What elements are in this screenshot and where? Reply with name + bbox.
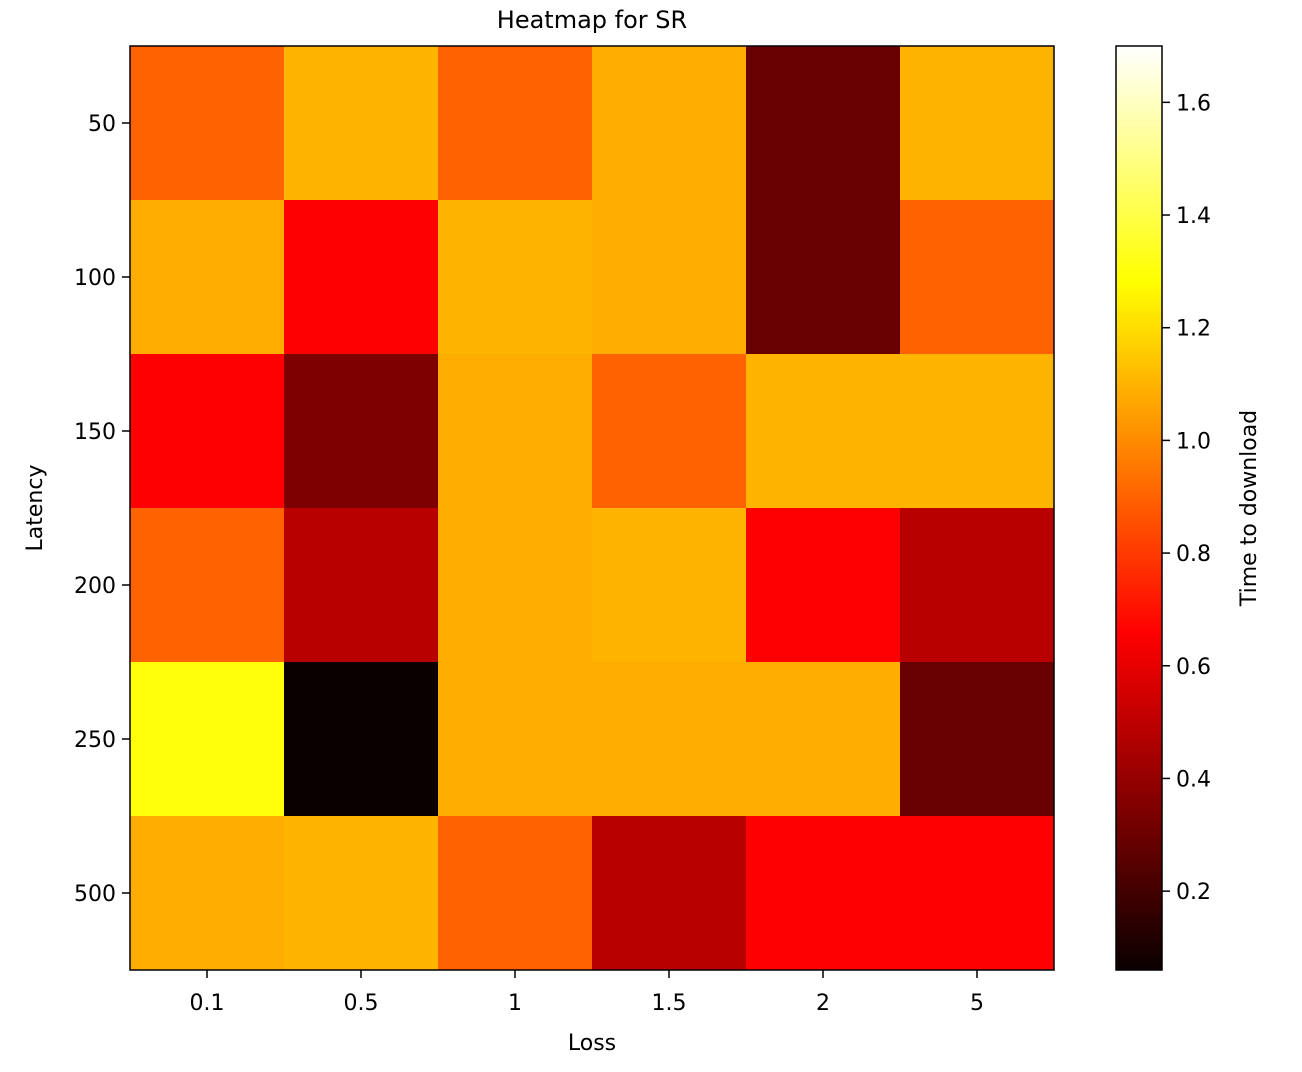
heatmap-cell (746, 816, 901, 971)
heatmap-cell (130, 200, 285, 355)
heatmap-cell (438, 816, 593, 971)
heatmap-cell (592, 200, 747, 355)
heatmap-cell (592, 662, 747, 817)
y-tick-label: 250 (74, 728, 116, 753)
heatmap-cell (284, 200, 439, 355)
colorbar-ticks: 0.2 0.4 0.6 0.8 1.0 1.2 1.4 1.6 (1162, 91, 1211, 905)
heatmap-cell (284, 816, 439, 971)
heatmap-cell (438, 508, 593, 663)
heatmap-cell (438, 662, 593, 817)
heatmap-cell (746, 354, 901, 509)
x-tick-label: 1.5 (652, 991, 687, 1016)
y-tick-label: 100 (74, 266, 116, 291)
x-tick-label: 5 (970, 991, 984, 1016)
heatmap-cell (438, 46, 593, 201)
heatmap-cell (130, 508, 285, 663)
y-tick-label: 50 (88, 112, 116, 137)
colorbar-tick-label: 1.6 (1176, 91, 1211, 116)
colorbar-tick-label: 0.8 (1176, 542, 1211, 567)
heatmap-cell (592, 354, 747, 509)
y-tick-label: 150 (74, 420, 116, 445)
heatmap-cell (900, 354, 1055, 509)
y-tick-label: 500 (74, 882, 116, 907)
x-tick-label: 1 (508, 991, 522, 1016)
heatmap-cells (130, 46, 1055, 971)
colorbar-tick-label: 0.6 (1176, 655, 1211, 680)
colorbar-tick-label: 0.2 (1176, 880, 1211, 905)
heatmap-cell (284, 508, 439, 663)
heatmap-cell (746, 200, 901, 355)
heatmap-cell (900, 200, 1055, 355)
heatmap-cell (746, 662, 901, 817)
colorbar-tick-label: 1.2 (1176, 317, 1211, 342)
x-tick-label: 0.1 (190, 991, 225, 1016)
heatmap-cell (130, 816, 285, 971)
colorbar-label: Time to download (1237, 410, 1262, 607)
colorbar-tick-label: 1.4 (1176, 204, 1211, 229)
heatmap-cell (900, 816, 1055, 971)
heatmap-cell (284, 662, 439, 817)
heatmap-cell (746, 46, 901, 201)
heatmap-cell (284, 354, 439, 509)
heatmap-cell (900, 46, 1055, 201)
heatmap-cell (746, 508, 901, 663)
colorbar (1115, 45, 1163, 971)
chart-title: Heatmap for SR (497, 6, 687, 34)
heatmap-cell (592, 46, 747, 201)
y-axis-label: Latency (23, 465, 48, 552)
x-axis-ticks: 0.1 0.5 1 1.5 2 5 (190, 970, 984, 1016)
heatmap-cell (592, 816, 747, 971)
heatmap-cell (284, 46, 439, 201)
heatmap-cell (438, 354, 593, 509)
y-axis-ticks: 50 100 150 200 250 500 (74, 112, 130, 907)
heatmap-cell (592, 508, 747, 663)
heatmap-cell (130, 662, 285, 817)
heatmap-cell (900, 662, 1055, 817)
heatmap-cell (130, 46, 285, 201)
plot-frame (129, 45, 1055, 971)
colorbar-tick-label: 1.0 (1176, 429, 1211, 454)
y-tick-label: 200 (74, 574, 116, 599)
heatmap-cell (130, 354, 285, 509)
colorbar-tick-label: 0.4 (1176, 767, 1211, 792)
x-axis-label: Loss (568, 1031, 616, 1056)
heatmap-cell (438, 200, 593, 355)
heatmap-cell (900, 508, 1055, 663)
x-tick-label: 0.5 (344, 991, 379, 1016)
x-tick-label: 2 (816, 991, 830, 1016)
